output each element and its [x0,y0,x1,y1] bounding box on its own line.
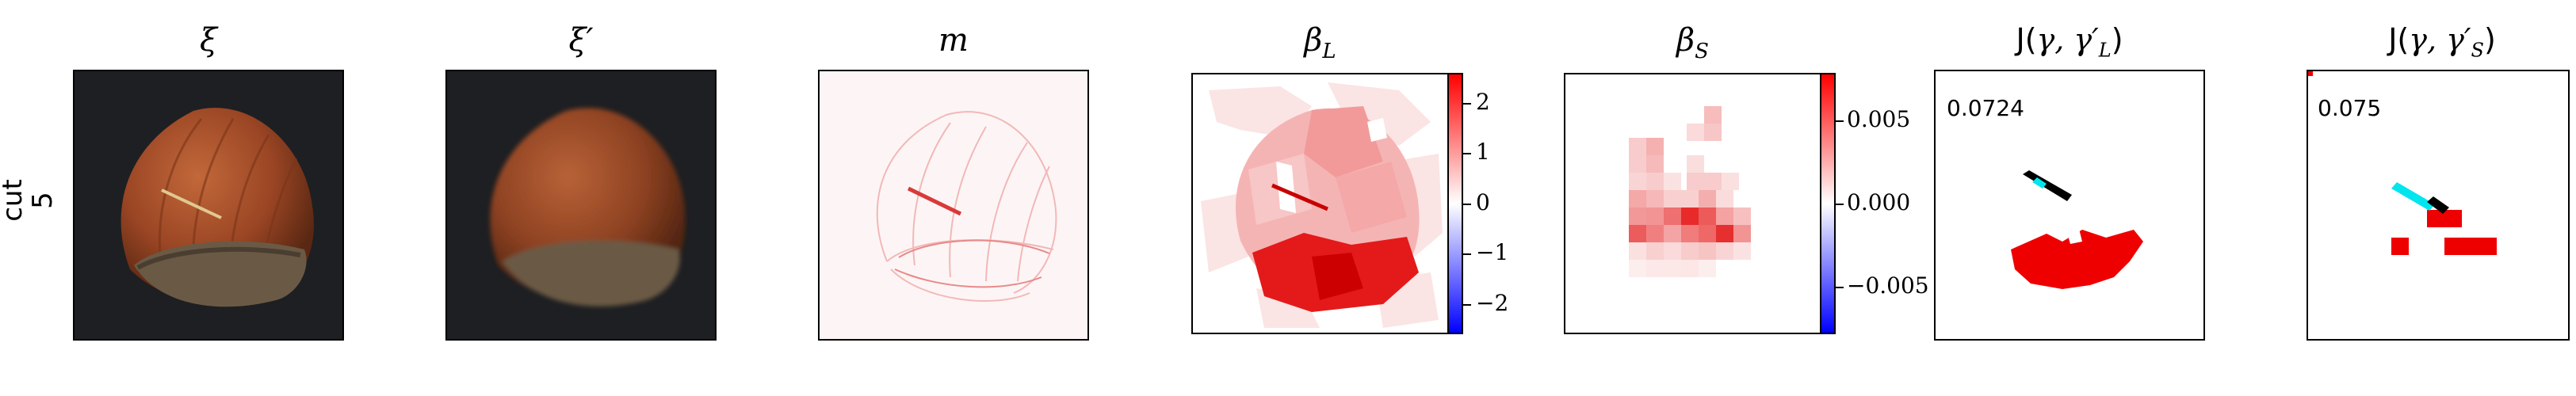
j-l-score: 0.0724 [1947,95,2024,121]
panel-xi-prime-title: ξ′ [568,22,594,59]
beta-l-tick-mark [1463,204,1471,205]
panel-beta-s-title: βS [1564,22,1821,63]
beta-s-colorbar [1820,73,1836,334]
beta-l-tick-label: −1 [1476,239,1509,265]
hazelnut-photo-icon [75,71,342,339]
panel-beta-s [1564,73,1821,334]
beta-l-title-sub: L [1322,40,1336,63]
jaccard-overlay-icon [2011,170,2143,289]
beta-l-tick-label: 2 [1476,89,1490,115]
panel-xi [73,70,344,341]
beta-s-title-sub: S [1695,40,1709,63]
j-s-title-mid: γ, γ′ [2409,22,2471,57]
j-l-title-post: ) [2111,22,2123,57]
beta-l-tick-mark [1463,253,1471,255]
j-s-title-sub: S [2471,39,2484,62]
beta-s-tick-mark [1836,204,1844,205]
j-s-score: 0.075 [2318,95,2382,121]
beta-l-colorbar [1447,73,1463,334]
beta-s-tick-mark [1836,120,1844,122]
hazelnut-photo-reconstructed-icon [447,71,715,339]
beta-s-tick-mark [1836,287,1844,288]
panel-j-l-title: J(γ, γ′L) [1934,22,2205,62]
panel-beta-l-title: βL [1191,22,1449,63]
grid-attribution-map-icon [1565,74,1820,333]
panel-xi-title: ξ [199,22,218,59]
beta-s-tick-label: −0.005 [1847,272,1929,299]
j-l-title-sub: L [2098,39,2112,62]
row-label-line1: cut [0,179,29,222]
beta-s-title-main: β [1676,22,1695,59]
anomaly-map-icon [820,71,1087,339]
beta-l-tick-label: −2 [1476,290,1509,316]
j-l-title-pre: J( [2016,22,2037,57]
j-s-title-pre: J( [2388,22,2410,57]
jaccard-overlay-icon [2308,71,2497,255]
beta-s-tick-label: 0.000 [1847,189,1911,215]
row-label: cut 5 [0,170,59,234]
row-label-line2: 5 [27,192,59,209]
panel-j-s: 0.075 [2307,70,2570,341]
beta-l-tick-mark [1463,304,1471,306]
beta-l-tick-mark [1463,153,1471,154]
j-s-title-post: ) [2483,22,2496,57]
beta-l-tick-label: 1 [1476,139,1490,165]
panel-j-l: 0.0724 [1934,70,2205,341]
panel-m-title: m [938,22,969,59]
beta-s-tick-label: 0.005 [1847,106,1911,132]
beta-l-title-main: β [1304,22,1323,59]
superpixel-attribution-map-icon [1193,74,1447,333]
beta-l-tick-label: 0 [1476,189,1490,215]
panel-j-s-title: J(γ, γ′S) [2307,22,2576,62]
row-label-text: cut 5 [0,165,59,236]
panel-xi-prime [445,70,717,341]
j-l-title-mid: γ, γ′ [2036,22,2099,57]
panel-beta-l [1191,73,1449,334]
panel-m [818,70,1089,341]
beta-l-tick-mark [1463,103,1471,105]
